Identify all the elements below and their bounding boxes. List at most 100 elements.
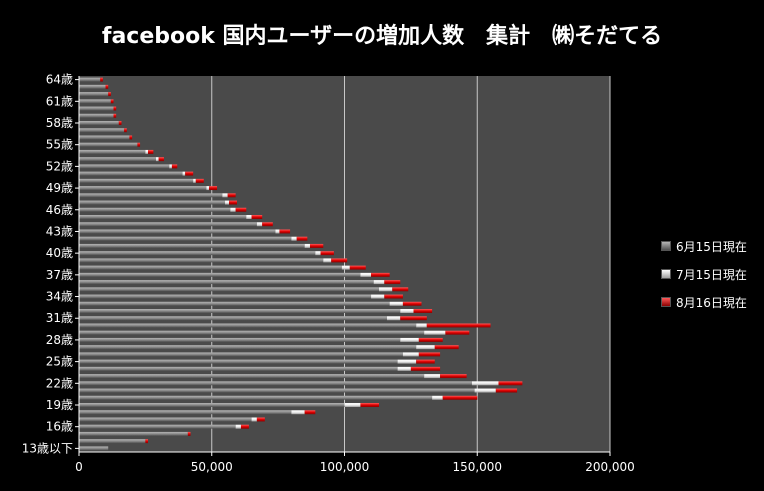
bar — [79, 388, 475, 393]
bar — [79, 424, 236, 429]
bar — [79, 99, 111, 104]
bar — [495, 388, 518, 393]
bar — [434, 345, 459, 350]
legend-swatch-red — [661, 297, 671, 307]
y-tick-label: 61歳 — [46, 94, 73, 108]
bar — [402, 352, 419, 357]
bar — [225, 200, 230, 205]
bar — [323, 258, 332, 263]
bar — [240, 424, 249, 429]
y-tick-label: 46歳 — [46, 203, 73, 217]
bar — [79, 395, 433, 400]
legend-label: 7月15日現在 — [676, 267, 747, 282]
y-tick-label: 25歳 — [46, 355, 73, 369]
bar — [79, 280, 374, 285]
bar — [344, 403, 361, 407]
chart-title: facebook 国内ユーザーの増加人数 集計 ㈱そだてる — [101, 24, 663, 49]
bar — [79, 265, 342, 270]
bar — [230, 207, 236, 212]
bar — [251, 215, 263, 219]
y-tick-label: 58歳 — [46, 116, 73, 130]
y-tick-label: 40歳 — [46, 246, 73, 260]
bar — [229, 200, 237, 205]
bar — [304, 410, 316, 415]
bar — [79, 149, 146, 154]
bar — [418, 337, 443, 342]
bar — [79, 106, 114, 111]
bar — [79, 215, 247, 219]
bar — [79, 157, 156, 162]
bar — [105, 84, 109, 89]
legend-label: 8月16日現在 — [676, 295, 747, 310]
bar — [79, 236, 292, 241]
bar — [400, 316, 427, 321]
bar — [79, 142, 138, 147]
bar — [79, 403, 345, 407]
legend-label: 6月15日現在 — [676, 239, 747, 254]
bar — [246, 215, 252, 219]
bar — [155, 157, 159, 162]
y-tick-label: 22歳 — [46, 376, 73, 390]
bar — [424, 374, 441, 379]
bar — [474, 388, 496, 393]
legend-swatch-grey — [661, 241, 671, 251]
bar — [79, 330, 425, 335]
bar — [251, 417, 257, 422]
bar — [79, 417, 252, 422]
bar — [79, 374, 425, 379]
bar — [291, 236, 297, 241]
bar — [79, 301, 390, 306]
bar — [440, 374, 467, 379]
bar — [79, 309, 401, 313]
bar — [209, 186, 218, 191]
bar — [79, 164, 170, 169]
x-tick-label: 50,000 — [191, 460, 233, 474]
legend: 6月15日現在 7月15日現在 8月16日現在 — [661, 239, 747, 323]
bar — [79, 410, 292, 415]
bar — [373, 280, 385, 285]
y-tick-label: 52歳 — [46, 159, 73, 173]
bar — [79, 287, 380, 292]
bar — [185, 171, 194, 176]
bar — [400, 309, 414, 313]
bar — [79, 446, 109, 451]
bar — [379, 287, 393, 292]
bar — [79, 251, 316, 256]
bar — [169, 164, 172, 169]
bar — [296, 236, 308, 241]
bar — [79, 135, 130, 140]
bar — [79, 381, 472, 386]
bar — [413, 309, 433, 313]
bar — [79, 222, 257, 227]
bar — [79, 186, 207, 191]
bar — [124, 128, 127, 133]
y-tick-label: 49歳 — [46, 181, 73, 195]
bar — [309, 243, 324, 248]
bar — [108, 92, 111, 97]
bar — [442, 395, 478, 400]
bar — [416, 345, 435, 350]
y-tick-label: 43歳 — [46, 224, 73, 238]
bar — [384, 294, 403, 299]
bar — [235, 207, 247, 212]
bar — [145, 149, 149, 154]
bar — [118, 121, 122, 125]
bar — [79, 77, 101, 82]
bar — [397, 359, 417, 364]
bar — [331, 258, 348, 263]
bar — [262, 222, 273, 227]
bar — [471, 381, 499, 386]
y-tick-label: 19歳 — [46, 398, 73, 412]
bar — [79, 359, 398, 364]
bar — [227, 193, 236, 198]
legend-item: 8月16日現在 — [661, 295, 747, 310]
bar — [418, 352, 441, 357]
y-tick-label: 31歳 — [46, 311, 73, 325]
bar — [79, 178, 194, 183]
bar — [424, 330, 446, 335]
bar — [79, 229, 276, 234]
bar — [79, 352, 403, 357]
bar — [79, 92, 109, 97]
bar — [304, 243, 310, 248]
